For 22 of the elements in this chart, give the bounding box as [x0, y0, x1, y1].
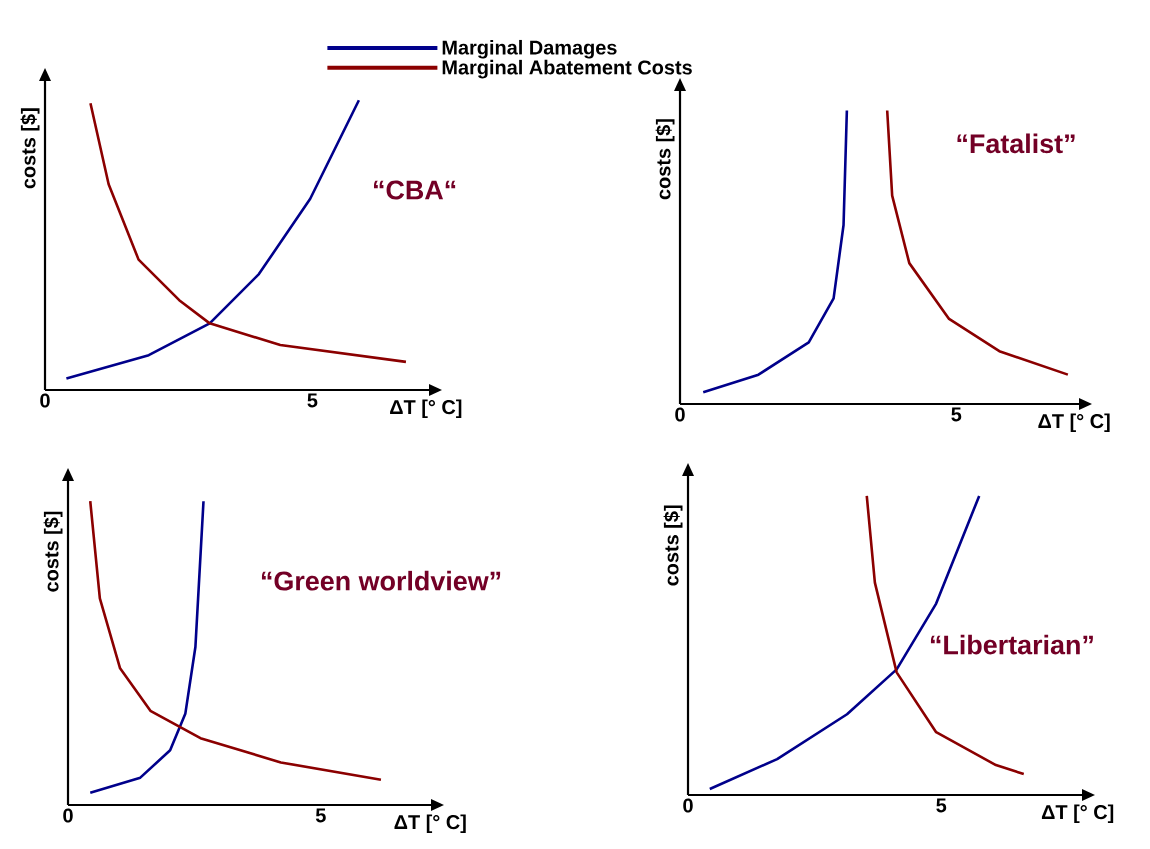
x-tick-label: 5	[951, 407, 962, 422]
text: “Green worldview”	[261, 570, 501, 591]
x-tick-label: 5	[315, 808, 326, 823]
x-tick-label: 0	[63, 808, 73, 823]
text: “CBA“	[374, 180, 456, 200]
x-axis-title: ΔT [° C]	[390, 399, 462, 419]
y-axis-title: costs [$]	[43, 511, 63, 592]
x-tick-label: 0	[683, 798, 693, 813]
text: Marginal Damages	[442, 39, 617, 59]
text: Marginal Abatement Costs	[442, 59, 692, 79]
y-axis-title: costs [$]	[20, 108, 40, 189]
y-axis-title: costs [$]	[655, 119, 675, 200]
x-axis-title: ΔT [° C]	[1041, 804, 1114, 824]
text: “Fatalist”	[957, 133, 1075, 154]
x-tick-label: 5	[307, 393, 318, 408]
x-tick-label: 0	[40, 393, 50, 408]
text: “Libertarian”	[930, 634, 1093, 655]
x-axis-title: ΔT [° C]	[394, 814, 466, 834]
x-tick-label: 5	[936, 798, 947, 813]
x-axis-title: ΔT [° C]	[1038, 413, 1110, 433]
y-axis-title: costs [$]	[663, 505, 683, 586]
x-tick-label: 0	[675, 407, 685, 422]
